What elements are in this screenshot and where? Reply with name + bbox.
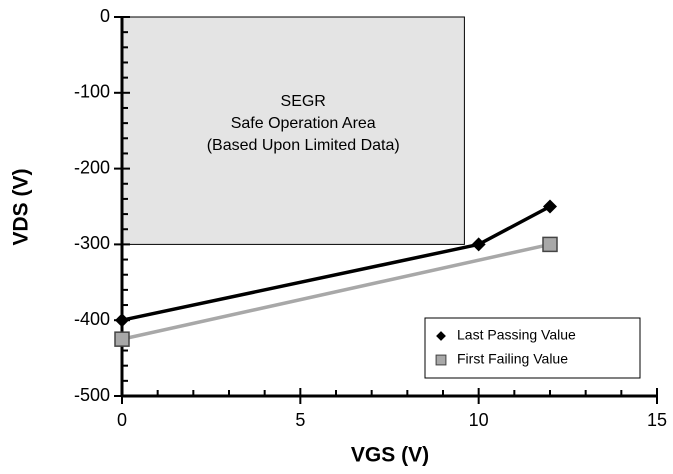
data-point (542, 236, 558, 253)
data-point (115, 313, 129, 328)
x-tick-label: 5 (295, 410, 305, 430)
x-axis-title: VGS (V) (351, 444, 429, 467)
x-tick-label: 10 (469, 410, 489, 430)
y-tick-label: -400 (74, 309, 110, 329)
annotation: SEGR (281, 93, 326, 110)
legend-label: Last Passing Value (457, 327, 576, 343)
safe-area (121, 16, 465, 245)
y-tick-label: 0 (100, 6, 110, 26)
legend-marker (435, 354, 447, 366)
legend-box (424, 317, 641, 379)
x-tick-label: 15 (647, 410, 667, 430)
x-tick-label: 0 (117, 410, 127, 430)
data-point (543, 199, 557, 214)
y-tick-label: -300 (74, 233, 110, 253)
y-tick-label: -200 (74, 157, 110, 177)
data-point (471, 237, 486, 252)
annotation: (Based Upon Limited Data) (207, 137, 400, 154)
y-tick-label: -500 (74, 385, 110, 405)
y-tick-label: -100 (74, 82, 110, 102)
series-line (121, 242, 551, 341)
data-point (114, 331, 130, 347)
y-axis-title: VDS (V) (10, 168, 33, 245)
legend-label: First Failing Value (457, 351, 568, 367)
annotation: Safe Operation Area (231, 115, 376, 132)
